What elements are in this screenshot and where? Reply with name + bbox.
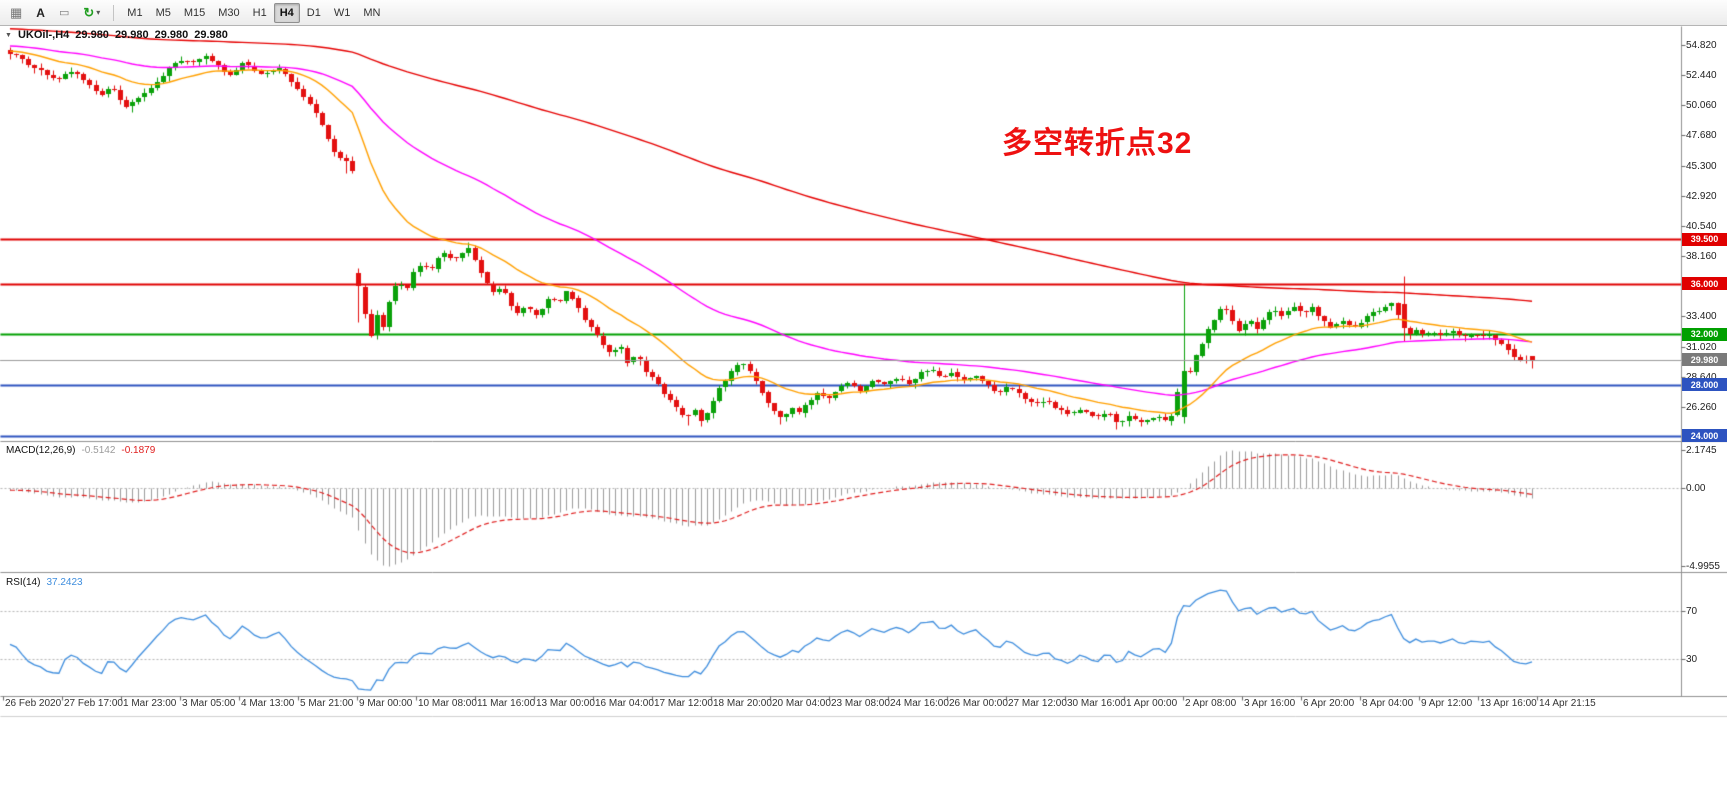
timeframe-button-h4[interactable]: H4 [273, 2, 300, 23]
symbol-dropdown-icon[interactable]: ▼ [5, 31, 12, 39]
y-axis-tick: 31.020 [1686, 341, 1717, 353]
y-axis-tick: 45.300 [1686, 160, 1717, 172]
time-axis-tick: 17 Mar 12:00 [654, 698, 713, 709]
time-axis-tick: 16 Mar 04:00 [595, 698, 654, 709]
macd-axis-tick: 0.00 [1686, 483, 1706, 494]
time-axis-tick: 11 Mar 16:00 [477, 698, 536, 709]
timeframe-button-h1[interactable]: H1 [247, 3, 273, 23]
time-axis-tick: 24 Mar 16:00 [890, 698, 949, 709]
chart-region: ▼ UKOil-,H4 29.980 29.980 29.980 29.980 … [0, 26, 1727, 794]
symbol-ohlc: ▼ UKOil-,H4 29.980 29.980 29.980 29.980 [5, 29, 228, 41]
time-axis-tick: 3 Apr 16:00 [1244, 698, 1296, 709]
y-axis-tick: 50.060 [1686, 100, 1717, 112]
time-axis-tick: 2 Apr 08:00 [1185, 698, 1237, 709]
time-axis-tick: 26 Mar 00:00 [949, 698, 1008, 709]
time-axis-tick: 13 Apr 16:00 [1480, 698, 1537, 709]
y-axis-tick: 26.260 [1686, 401, 1717, 413]
label-tool-button[interactable]: ▭ [53, 3, 75, 23]
time-axis-tick: 30 Mar 16:00 [1067, 698, 1126, 709]
time-axis-tick: 10 Mar 08:00 [418, 698, 477, 709]
time-axis-tick: 27 Mar 12:00 [1008, 698, 1067, 709]
label-tool-icon: ▭ [58, 7, 70, 19]
macd-axis-tick: 2.1745 [1686, 445, 1717, 456]
time-axis-tick: 23 Mar 08:00 [831, 698, 890, 709]
price-level-label: 24.000 [1682, 429, 1727, 443]
time-axis-tick: 5 Mar 21:00 [300, 698, 354, 709]
auto-refresh-button[interactable]: ↻ ▾ [77, 3, 106, 23]
macd-main-value: -0.5142 [81, 445, 116, 456]
ohlc-close: 29.980 [194, 29, 228, 41]
y-axis-tick: 54.820 [1686, 40, 1717, 51]
y-axis-tick: 38.160 [1686, 251, 1717, 263]
price-level-label: 36.000 [1682, 277, 1727, 291]
timeframe-button-d1[interactable]: D1 [301, 3, 327, 23]
toolbar: ▦ A ▭ ↻ ▾ M1 M5 M15 M30 H1 H4 D1 W1 MN [0, 0, 1727, 26]
time-axis-tick: 20 Mar 04:00 [772, 698, 831, 709]
rsi-name: RSI(14) [6, 577, 41, 588]
rsi-value: 37.2423 [46, 577, 83, 588]
price-level-label: 32.000 [1682, 327, 1727, 341]
rsi-label: RSI(14) 37.2423 [6, 577, 83, 588]
chevron-down-icon: ▾ [96, 8, 101, 17]
ohlc-low: 29.980 [154, 29, 189, 41]
time-axis-tick: 14 Apr 21:15 [1539, 698, 1596, 709]
timeframe-button-mn[interactable]: MN [357, 3, 386, 23]
macd-signal-value: -0.1879 [121, 445, 156, 456]
rsi-axis-tick: 30 [1686, 654, 1698, 665]
time-axis-tick: 13 Mar 00:00 [536, 698, 595, 709]
time-axis-tick: 9 Apr 12:00 [1421, 698, 1473, 709]
time-axis-tick: 3 Mar 05:00 [182, 698, 236, 709]
ohlc-open: 29.980 [75, 29, 109, 41]
grid-icon: ▦ [10, 4, 23, 20]
time-axis-tick: 18 Mar 20:00 [713, 698, 772, 709]
symbol-label: UKOil-,H4 [17, 29, 70, 41]
chart-list-button[interactable]: ▦ [4, 3, 28, 23]
timeframe-button-m1[interactable]: M1 [121, 3, 148, 23]
timeframe-button-m15[interactable]: M15 [178, 3, 211, 23]
y-axis-tick: 28.640 [1686, 371, 1717, 383]
toolbar-separator [113, 4, 115, 21]
time-axis-tick: 4 Mar 13:00 [241, 698, 295, 709]
y-axis-tick: 42.920 [1686, 190, 1717, 202]
annotation-text[interactable]: 多空转折点32 [1002, 127, 1193, 160]
price-level-label: 28.000 [1682, 378, 1727, 392]
timeframe-button-m30[interactable]: M30 [212, 3, 245, 23]
y-axis-tick: 40.540 [1686, 220, 1717, 232]
macd-name: MACD(12,26,9) [6, 445, 76, 456]
y-axis-tick: 33.400 [1686, 311, 1717, 323]
time-axis-tick: 27 Feb 17:00 [64, 698, 123, 709]
time-axis-tick: 6 Apr 20:00 [1303, 698, 1355, 709]
y-axis-tick: 52.440 [1686, 70, 1717, 82]
refresh-icon: ↻ [83, 4, 95, 20]
macd-axis-tick: -4.9955 [1686, 561, 1720, 572]
rsi-axis-tick: 70 [1686, 606, 1698, 617]
text-tool-icon: A [36, 5, 45, 20]
text-tool-button[interactable]: A [30, 3, 51, 23]
time-axis-tick: 1 Apr 00:00 [1126, 698, 1178, 709]
timeframe-group: M1 M5 M15 M30 H1 H4 D1 W1 MN [121, 2, 386, 23]
time-axis-tick: 9 Mar 00:00 [359, 698, 413, 709]
price-level-label: 29.980 [1682, 353, 1727, 367]
timeframe-button-w1[interactable]: W1 [328, 3, 357, 23]
ohlc-high: 29.980 [114, 29, 149, 41]
macd-label: MACD(12,26,9) -0.5142 -0.1879 [6, 445, 155, 456]
time-axis-tick: 1 Mar 23:00 [123, 698, 177, 709]
time-axis-tick: 26 Feb 2020 [5, 698, 62, 709]
time-axis-tick: 8 Apr 04:00 [1362, 698, 1414, 709]
price-chart-canvas[interactable] [0, 26, 1727, 794]
price-level-label: 39.500 [1682, 232, 1727, 246]
timeframe-button-m5[interactable]: M5 [150, 3, 177, 23]
y-axis-tick: 47.680 [1686, 130, 1717, 142]
